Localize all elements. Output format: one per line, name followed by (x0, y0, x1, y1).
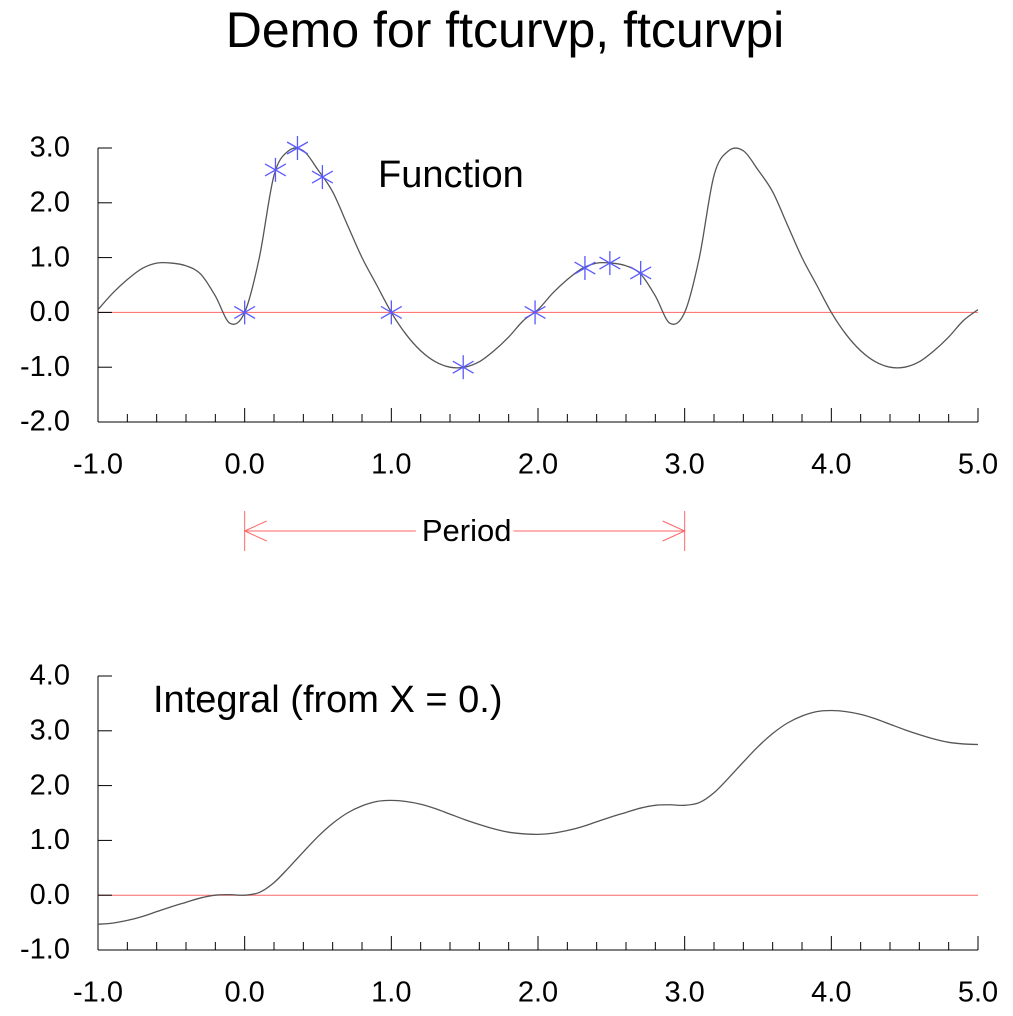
marker-stroke (574, 261, 596, 275)
x-tick-label: 0.0 (225, 977, 265, 1009)
y-tick-label: 2.0 (30, 186, 70, 218)
asterisk-marker (599, 251, 621, 276)
asterisk-marker (524, 300, 546, 325)
x-tick-label: 2.0 (518, 977, 558, 1009)
asterisk-marker (380, 300, 403, 325)
arrow-head (662, 520, 686, 542)
marker-stroke (599, 256, 621, 270)
marker-stroke (629, 266, 652, 280)
y-tick-label: 3.0 (30, 132, 70, 164)
figure-title: Demo for ftcurvp, ftcurvpi (226, 2, 785, 58)
curve (97, 147, 979, 369)
y-tick-label: 0.0 (30, 879, 70, 911)
asterisk-marker (264, 157, 287, 182)
y-tick-label: -1.0 (20, 934, 70, 966)
x-tick-label: 5.0 (958, 449, 998, 481)
y-tick-label: 3.0 (30, 714, 70, 746)
label-background (415, 513, 514, 549)
asterisk-marker (233, 300, 256, 325)
x-tick-label: 4.0 (811, 449, 851, 481)
y-tick-label: 2.0 (30, 769, 70, 801)
annotation: Function (378, 154, 524, 196)
asterisk-marker (574, 256, 596, 281)
x-tick-label: 4.0 (811, 977, 851, 1009)
marker-stroke (264, 163, 287, 177)
y-tick-label: 1.0 (30, 241, 70, 273)
marker-stroke (286, 141, 309, 155)
curve (97, 709, 979, 925)
x-tick-label: 3.0 (665, 449, 705, 481)
x-tick-label: -1.0 (73, 449, 123, 481)
arrow-head (243, 520, 267, 542)
x-tick-label: 1.0 (371, 977, 411, 1009)
y-tick-label: -1.0 (20, 351, 70, 383)
marker-stroke (380, 305, 403, 319)
x-tick-label: -1.0 (73, 977, 123, 1009)
asterisk-marker (452, 355, 474, 380)
x-tick-label: 2.0 (518, 449, 558, 481)
y-tick-label: 1.0 (30, 824, 70, 856)
y-tick-label: -2.0 (20, 406, 70, 438)
x-tick-label: 5.0 (958, 977, 998, 1009)
x-tick-label: 0.0 (225, 449, 265, 481)
y-tick-label: 0.0 (30, 296, 70, 328)
x-tick-label: 3.0 (665, 977, 705, 1009)
asterisk-marker (311, 165, 334, 190)
marker-stroke (233, 305, 256, 319)
asterisk-marker (629, 260, 652, 285)
asterisk-marker (286, 136, 309, 160)
marker-stroke (452, 360, 474, 374)
annotation: Integral (from X = 0.) (153, 679, 503, 721)
marker-stroke (311, 170, 334, 184)
x-tick-label: 1.0 (371, 449, 411, 481)
y-tick-label: 4.0 (30, 660, 70, 692)
period-label: Period (422, 513, 512, 548)
marker-stroke (524, 305, 546, 319)
